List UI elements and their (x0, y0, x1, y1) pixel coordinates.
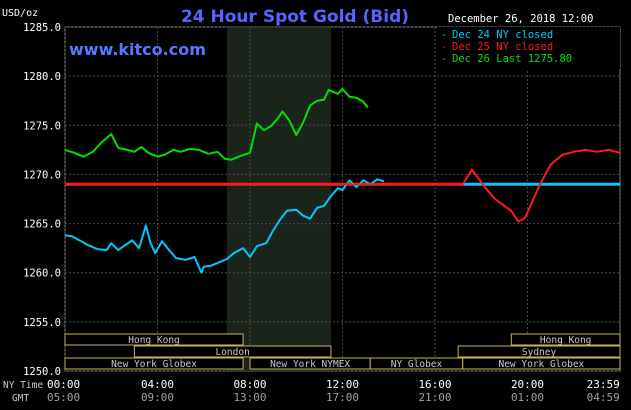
series-line-2 (65, 148, 621, 223)
x-tick-ny: 16:00 (418, 378, 451, 391)
session-bar-box (64, 357, 244, 370)
session-bar: Hong Kong (64, 333, 244, 346)
legend-dash-dec25: - (441, 41, 447, 53)
session-bar-label: New York Globex (498, 359, 584, 370)
x-tick-ny: 08:00 (233, 378, 266, 391)
session-bar-label: Sydney (522, 347, 557, 358)
y-tick-label: 1255.0 (23, 317, 61, 329)
session-bar-box (64, 333, 244, 346)
session-bar-box (462, 357, 621, 370)
x-tick-gmt: 21:00 (418, 391, 451, 404)
session-bar: New York Globex (64, 357, 244, 370)
x-tick-gmt: 04:59 (587, 391, 620, 404)
session-bar-label: Hong Kong (540, 335, 591, 346)
session-bar: New York Globex (462, 357, 621, 370)
x-tick-gmt: 01:00 (511, 391, 544, 404)
y-tick-label: 1265.0 (23, 219, 61, 231)
chart-title: 24 Hour Spot Gold (Bid) (181, 7, 409, 27)
session-bar-label: Hong Kong (128, 335, 179, 346)
legend-item-dec24: - Dec 24 NY closed (441, 29, 553, 41)
legend-label-dec26: Dec 26 Last 1275.80 (452, 53, 572, 65)
x-tick-gmt: 17:00 (326, 391, 359, 404)
y-tick-label: 1260.0 (23, 268, 61, 280)
y-tick-labels: 1285.0 1280.0 1275.0 1270.0 1265.0 1260.0 1255… (23, 22, 61, 378)
y-tick-label: 1280.0 (23, 71, 61, 83)
legend: - Dec 24 NY closed - Dec 25 NY closed - … (437, 27, 620, 69)
gmt-label: GMT (12, 393, 29, 404)
session-bar-label: New York NYMEX (270, 359, 350, 370)
legend-label-dec24: Dec 24 NY closed (452, 29, 553, 41)
series-line-3 (64, 87, 369, 161)
date-label: December 26, 2018 12:00 (448, 13, 593, 25)
y-tick-label: 1250.0 (23, 366, 61, 378)
y-tick-label: 1275.0 (23, 120, 61, 132)
ny-time-label: NY Time (3, 380, 43, 391)
grid-lines (64, 26, 621, 372)
series-line-0 (64, 178, 385, 274)
session-bar-box (457, 345, 621, 358)
legend-item-dec26: - Dec 26 Last 1275.80 (441, 53, 572, 65)
x-tick-ny: 12:00 (326, 378, 359, 391)
session-bar-box (133, 345, 332, 358)
session-bar: New York NYMEX (249, 357, 371, 370)
y-tick-label: 1285.0 (23, 22, 61, 34)
x-tick-ny: 00:00 (47, 378, 80, 391)
session-bar-label: NY Globex (391, 359, 443, 370)
y-tick-label: 1270.0 (23, 169, 61, 181)
x-tick-ny: 20:00 (511, 378, 544, 391)
x-tick-ny: 23:59 (587, 378, 620, 391)
x-tick-gmt: 13:00 (233, 391, 266, 404)
watermark-text: www.kitco.com (69, 40, 206, 59)
unit-label: USD/oz (2, 8, 38, 19)
x-tick-gmt: 05:00 (47, 391, 80, 404)
shaded-session-band (226, 27, 331, 371)
legend-dash-dec24: - (441, 29, 447, 41)
session-bar: NY Globex (369, 357, 464, 370)
legend-dash-dec26: - (441, 53, 447, 65)
x-tick-gmt: 09:00 (141, 391, 174, 404)
legend-item-dec25: - Dec 25 NY closed (441, 41, 553, 53)
session-bar-box (510, 333, 621, 346)
session-bar: Hong Kong (510, 333, 621, 346)
session-bar: London (133, 345, 332, 358)
series-lines (64, 87, 621, 274)
legend-label-dec25: Dec 25 NY closed (452, 41, 553, 53)
x-tick-ny: 04:00 (141, 378, 174, 391)
session-bar-label: New York Globex (111, 359, 197, 370)
legend-box (437, 27, 620, 69)
session-bar: Sydney (457, 345, 621, 358)
session-bar-label: London (215, 347, 249, 358)
